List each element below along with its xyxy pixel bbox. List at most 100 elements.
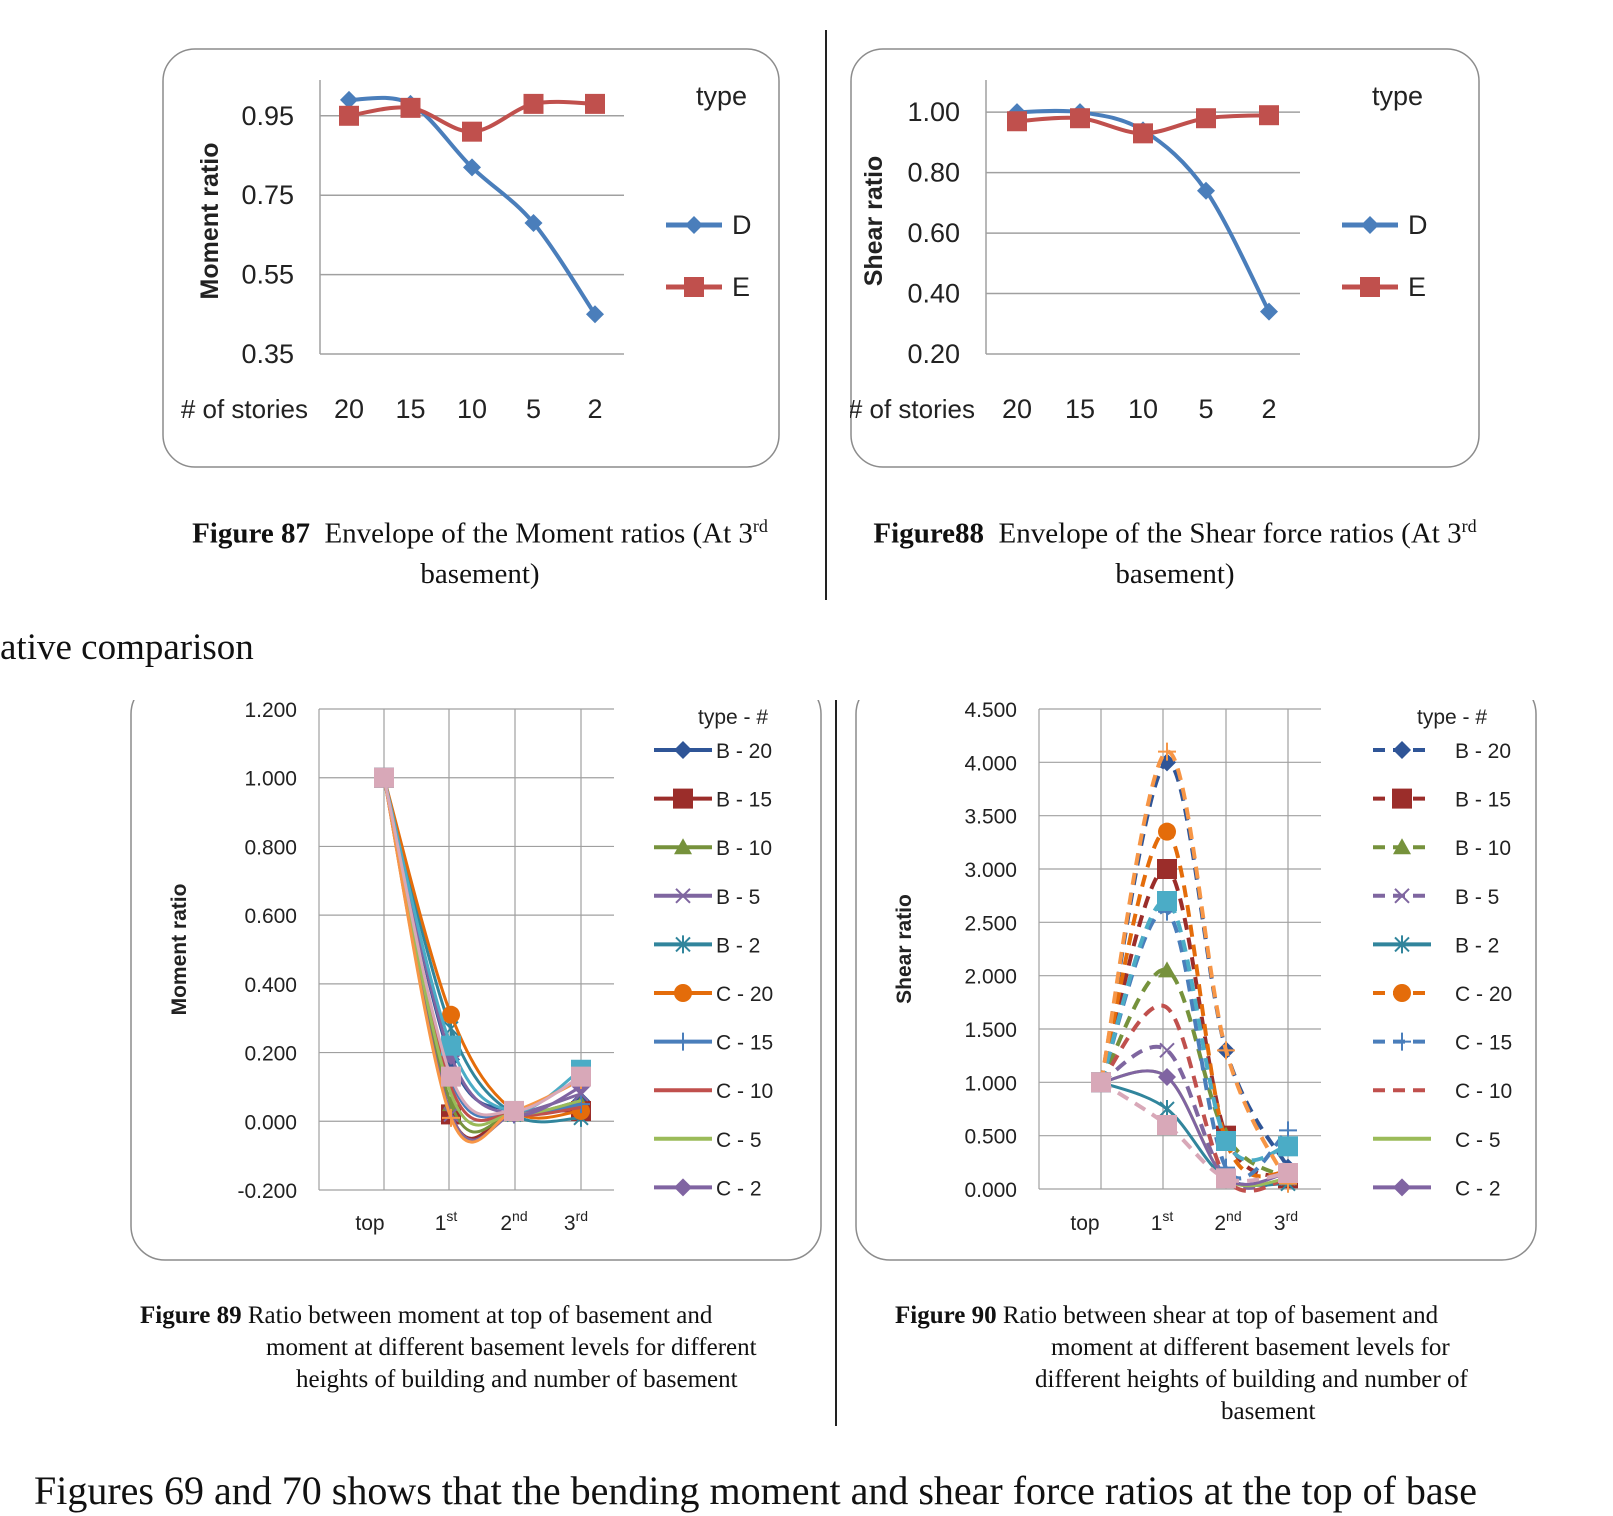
legend-label: B - 2: [1455, 934, 1499, 957]
legend-marker-E: [1360, 277, 1380, 297]
series-line: [382, 777, 582, 1144]
data-point-D: [1197, 181, 1215, 200]
y-tick-label: 1.000: [244, 768, 297, 791]
figure-87-chart: 0.95 0.75 0.55 0.35 # of stories 20 15 10 5 2 Mome…: [162, 48, 780, 468]
figure-90-caption-line-4: basement: [1221, 1398, 1316, 1425]
data-point: [1158, 822, 1176, 841]
x-tick-label: 20: [334, 394, 364, 424]
x-tick-sup: rd: [1286, 1208, 1298, 1224]
y-tick-label: 0.75: [241, 180, 294, 210]
data-point-D: [586, 305, 604, 324]
legend-marker: [675, 935, 691, 954]
data-point: [1157, 859, 1177, 879]
x-tick-label: 5: [526, 394, 541, 424]
series-line: [1099, 898, 1289, 1163]
data-point: [1278, 1163, 1298, 1183]
legend-marker: [1394, 888, 1410, 904]
y-tick-label: 0.200: [244, 1043, 297, 1066]
data-point: [572, 1095, 590, 1114]
legend-label: C - 10: [1455, 1080, 1512, 1103]
legend-marker: [1393, 1032, 1411, 1051]
data-point: [441, 1066, 461, 1087]
series-E: [339, 93, 605, 142]
y-tick-label: 0.95: [241, 101, 294, 131]
legend-title: type - #: [1417, 706, 1487, 729]
data-point: [374, 767, 394, 788]
figure-90-caption: Figure 90 Ratio between shear at top of …: [895, 1300, 1595, 1428]
series-line: [1100, 1069, 1289, 1186]
legend-label: C - 5: [716, 1129, 762, 1152]
figure-88-label: Figure88: [873, 517, 985, 550]
legend-title: type: [1372, 81, 1423, 111]
data-point: [504, 1100, 524, 1121]
legend-label: C - 20: [716, 983, 773, 1006]
y-tick-label: 0.60: [907, 218, 960, 248]
data-point-E: [1259, 105, 1279, 126]
y-tick-label: 1.000: [964, 1072, 1017, 1095]
figure-87-caption-text: Envelope of the Moment ratios (At 3: [324, 517, 753, 550]
data-point-D: [524, 213, 543, 232]
y-tick-label: -0.200: [237, 1180, 297, 1203]
legend-label-E: E: [1408, 272, 1426, 302]
legend-marker: [674, 741, 692, 759]
data-point-E: [1196, 108, 1216, 129]
legend-marker: [1393, 838, 1411, 855]
y-tick-label: 1.00: [907, 97, 960, 127]
legend-marker: [674, 1178, 692, 1197]
y-tick-label: 0.500: [964, 1126, 1017, 1149]
legend-label: B - 5: [716, 886, 760, 909]
x-tick-sup: st: [446, 1208, 457, 1224]
figure-87-caption: Figure 87 Envelope of the Moment ratios …: [180, 506, 780, 594]
data-point-E: [1133, 123, 1153, 144]
data-point: [441, 1035, 461, 1056]
y-axis-title: Moment ratio: [168, 884, 191, 1016]
legend-marker: [674, 984, 692, 1002]
legend-label: B - 2: [716, 934, 760, 957]
legend-marker-D: [1361, 216, 1379, 234]
series-line: [1099, 968, 1290, 1181]
data-point: [1217, 1041, 1235, 1060]
figure-87-label: Figure 87: [192, 517, 310, 550]
y-tick-label: 3.500: [964, 806, 1017, 829]
data-point: [1091, 1072, 1111, 1093]
y-tick-label: 1.500: [964, 1019, 1017, 1042]
y-tick-label: 0.40: [907, 279, 960, 309]
data-point-E: [400, 97, 421, 118]
data-point: [1158, 1068, 1176, 1086]
chart-frame: [162, 48, 780, 468]
y-tick-label: 0.400: [244, 974, 297, 997]
data-point-E: [1007, 111, 1027, 132]
series-line: [1099, 1080, 1289, 1183]
x-tick-label: 15: [395, 394, 425, 424]
legend-marker: [674, 838, 692, 855]
figure-88-caption-text: Envelope of the Shear force ratios (At 3: [998, 517, 1462, 550]
figure-88-chart: 1.00 0.80 0.60 0.40 0.20 # of stories 20 15 10 5 2…: [850, 48, 1480, 468]
legend-title: type - #: [698, 706, 768, 729]
y-tick-label: 0.000: [964, 1179, 1017, 1202]
data-point: [442, 1005, 460, 1024]
series-line: [1099, 749, 1290, 1185]
column-divider-top: [825, 30, 827, 600]
legend-marker: [1393, 741, 1411, 759]
legend-label: C - 15: [716, 1032, 773, 1055]
figure-88-caption-text-2: basement): [1115, 557, 1235, 590]
legend-marker-D: [685, 216, 703, 234]
data-point: [1158, 753, 1176, 772]
data-point: [1158, 961, 1176, 978]
data-point-E: [585, 93, 605, 114]
x-tick-label: top: [355, 1212, 384, 1235]
legend-label: B - 5: [1455, 886, 1499, 909]
legend-label: B - 10: [1455, 837, 1511, 860]
legend-title: type: [696, 81, 747, 111]
legend-label: C - 5: [1455, 1129, 1501, 1152]
y-tick-label: 0.000: [244, 1111, 297, 1134]
series-line: [382, 777, 582, 1120]
data-point-D: [340, 90, 358, 109]
data-point: [1278, 1136, 1298, 1157]
x-tick-label: 10: [1128, 394, 1158, 424]
figure-89-caption-line-1: Ratio between moment at top of basement …: [247, 1302, 713, 1329]
y-tick-label: 4.000: [964, 752, 1017, 775]
figure-89-caption-line-2: moment at different basement levels for …: [266, 1334, 757, 1361]
figure-90-chart: 4.500 4.000 3.500 3.000 2.500 2.000 1.500 1.000…: [855, 700, 1537, 1261]
chart-frame: [130, 700, 822, 1261]
